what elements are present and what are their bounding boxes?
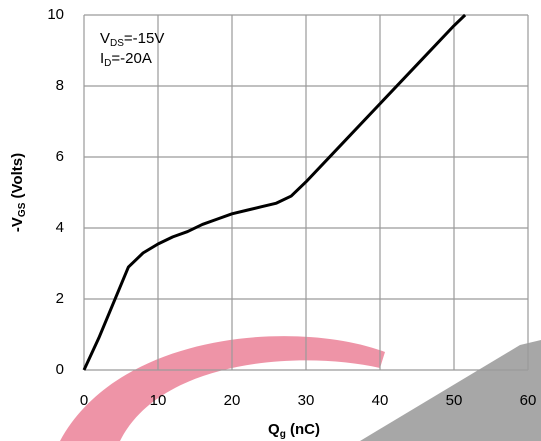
y-tick-label: 6: [56, 148, 64, 165]
label-part: (nC): [286, 421, 320, 438]
series-line: [82, 13, 467, 371]
label-part: (Volts): [9, 153, 26, 203]
label-part: =-15V: [124, 30, 164, 47]
y-tick-label: 4: [56, 219, 64, 236]
label-part: =-20A: [111, 50, 151, 67]
subscript: g: [280, 429, 286, 440]
label-part: I: [100, 50, 104, 67]
subscript: D: [104, 58, 111, 69]
annotation: ID=-20A: [100, 50, 152, 69]
x-axis-label: Qg (nC): [268, 421, 320, 440]
watermark-pink: [60, 336, 385, 441]
annotation: VDS=-15V: [100, 30, 164, 49]
y-tick-label: 10: [47, 6, 64, 23]
x-tick-label: 40: [372, 392, 389, 409]
y-tick-label: 8: [56, 77, 64, 94]
x-tick-label: 30: [298, 392, 315, 409]
label-part: V: [100, 30, 110, 47]
subscript: GS: [17, 202, 28, 217]
x-tick-label: 50: [446, 392, 463, 409]
watermark-gray: [360, 340, 541, 441]
label-part: -V: [9, 217, 26, 232]
subscript: DS: [110, 38, 124, 49]
y-tick-label: 2: [56, 290, 64, 307]
x-tick-label: 60: [520, 392, 537, 409]
y-axis-label: -VGS (Volts): [9, 153, 28, 232]
x-tick-label: 20: [224, 392, 241, 409]
x-tick-label: 0: [80, 392, 88, 409]
x-tick-label: 10: [150, 392, 167, 409]
y-tick-label: 0: [56, 361, 64, 378]
label-part: Q: [268, 421, 280, 438]
